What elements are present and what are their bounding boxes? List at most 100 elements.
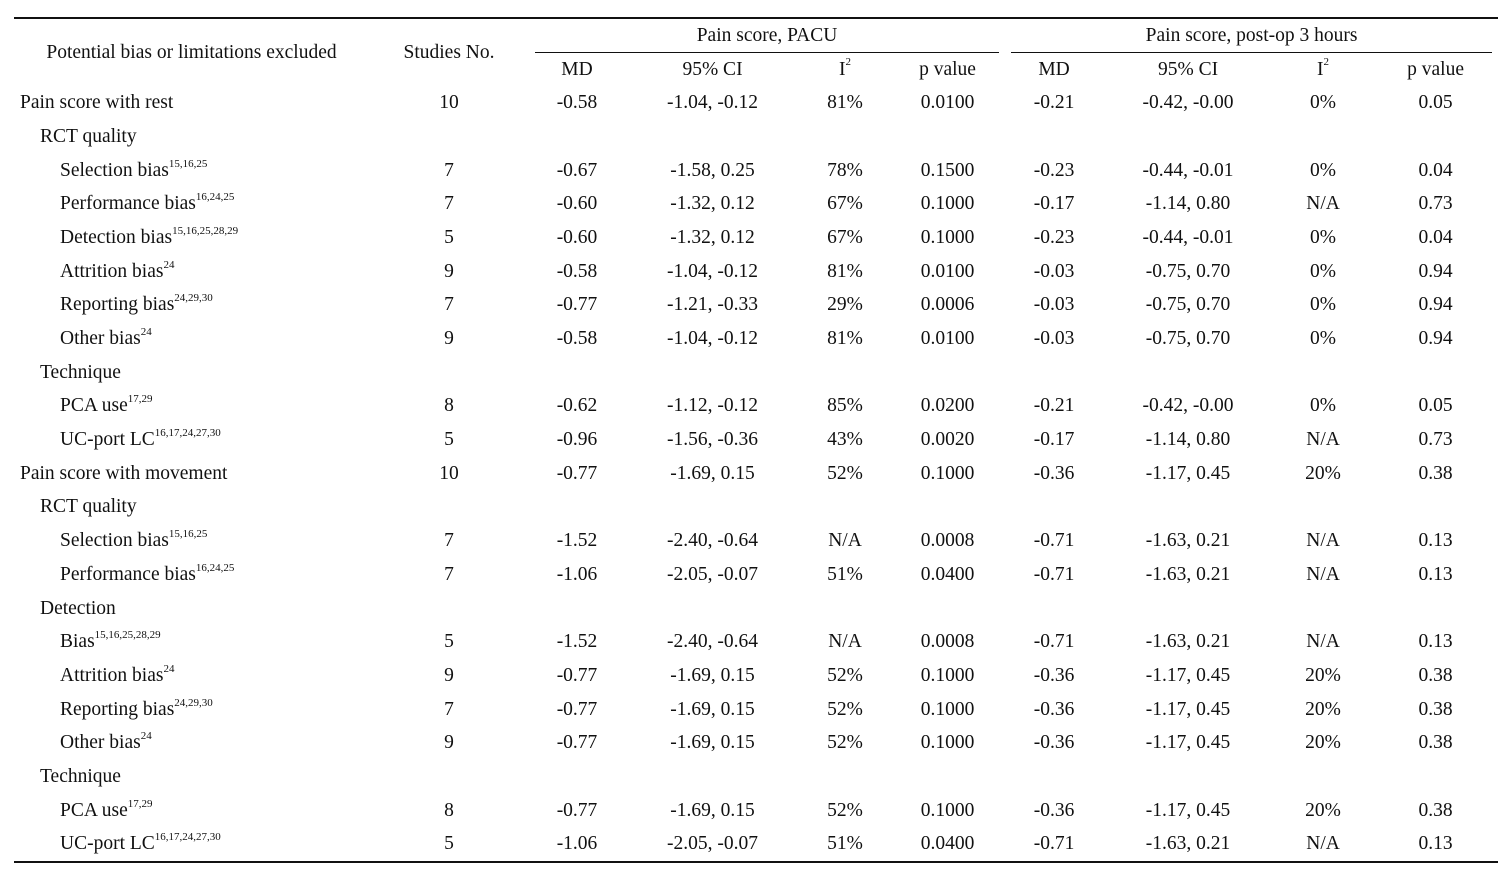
ci-pacu: -1.04, -0.12 bbox=[667, 92, 758, 114]
ci-pacu: -1.58, 0.25 bbox=[670, 159, 755, 181]
table-row: Performance bias16,24,25 7 -0.60 -1.32, 0.1… bbox=[14, 187, 1498, 221]
studies-count bbox=[369, 120, 529, 154]
p-pacu: 0.0100 bbox=[920, 260, 975, 282]
ci-pacu: -2.40, -0.64 bbox=[667, 631, 758, 653]
header-group-3h-rule bbox=[1011, 51, 1493, 53]
i2-pacu: 81% bbox=[827, 260, 863, 282]
md-pacu: -0.77 bbox=[556, 294, 598, 316]
md-pacu: -1.52 bbox=[556, 631, 598, 653]
md-pacu: -1.06 bbox=[529, 827, 625, 864]
row-label-cell: PCA use17,29 bbox=[14, 390, 369, 424]
reference-superscript: 15,16,25,28,29 bbox=[94, 629, 161, 642]
reference-superscript: 24 bbox=[140, 730, 152, 743]
studies-count bbox=[369, 491, 529, 525]
ci-3h: -1.63, 0.21 bbox=[1145, 530, 1231, 552]
md-pacu: -0.58 bbox=[556, 260, 598, 282]
ci-3h bbox=[1103, 760, 1273, 794]
row-label: Pain score with rest bbox=[20, 92, 174, 114]
table-row: Attrition bias24 9 -0.77 -1.69, 0.15 52% 0.10… bbox=[14, 659, 1498, 693]
i2-pacu: 67% bbox=[827, 226, 863, 248]
row-label-cell: UC-port LC16,17,24,27,30 bbox=[14, 423, 369, 457]
reference-superscript: 15,16,25,28,29 bbox=[172, 224, 239, 237]
p-pacu bbox=[890, 592, 1005, 626]
p-3h bbox=[1373, 120, 1498, 154]
header-i2-pacu: I2 bbox=[800, 53, 890, 87]
md-pacu: -0.60 bbox=[556, 193, 598, 215]
md-3h: -0.03 bbox=[1033, 294, 1075, 316]
md-pacu: -0.62 bbox=[556, 395, 598, 417]
studies-count: 7 bbox=[444, 563, 454, 585]
p-pacu: 0.0008 bbox=[920, 631, 975, 653]
md-3h bbox=[1005, 491, 1103, 525]
row-label: UC-port LC bbox=[60, 833, 155, 855]
i2-3h: N/A bbox=[1306, 429, 1340, 451]
row-label-cell: Technique bbox=[14, 356, 369, 390]
p-pacu: 0.0008 bbox=[920, 530, 975, 552]
studies-count bbox=[369, 760, 529, 794]
md-pacu: -1.06 bbox=[556, 563, 598, 585]
p-pacu bbox=[890, 356, 1005, 390]
md-pacu bbox=[529, 120, 625, 154]
i2-pacu: N/A bbox=[828, 530, 862, 552]
i2-pacu: 52% bbox=[827, 799, 863, 821]
row-label: Attrition bias bbox=[60, 260, 164, 282]
header-i2-3h: I2 bbox=[1273, 53, 1373, 87]
reference-superscript: 15,16,25 bbox=[168, 528, 208, 541]
reference-superscript: 24,29,30 bbox=[174, 292, 213, 305]
studies-count bbox=[369, 592, 529, 626]
row-label: Detection bbox=[40, 597, 116, 619]
md-pacu: -0.77 bbox=[556, 698, 598, 720]
p-pacu bbox=[890, 760, 1005, 794]
md-pacu: -0.58 bbox=[556, 328, 598, 350]
md-pacu: -0.60 bbox=[556, 226, 598, 248]
i2-3h: 0% bbox=[1310, 294, 1337, 316]
reference-superscript: 16,17,24,27,30 bbox=[154, 427, 221, 440]
md-pacu: -0.77 bbox=[556, 799, 598, 821]
i2-superscript: 2 bbox=[845, 55, 852, 68]
studies-count: 10 bbox=[439, 92, 459, 114]
table-row: Attrition bias24 9 -0.58 -1.04, -0.12 81% 0.0… bbox=[14, 255, 1498, 289]
header-ci-3h: 95% CI bbox=[1157, 58, 1219, 80]
studies-count: 8 bbox=[444, 395, 454, 417]
ci-3h: -1.17, 0.45 bbox=[1145, 732, 1231, 754]
i2-3h: N/A bbox=[1273, 827, 1374, 864]
studies-count: 9 bbox=[444, 732, 454, 754]
header-group-pacu-label: Pain score, PACU bbox=[696, 24, 838, 46]
ci-3h: -1.17, 0.45 bbox=[1145, 664, 1231, 686]
sensitivity-analysis-table: Potential bias or limitations excluded S… bbox=[14, 16, 1499, 864]
p-pacu: 0.0200 bbox=[920, 395, 975, 417]
i2-pacu: 51% bbox=[800, 827, 890, 864]
md-3h: -0.71 bbox=[1005, 827, 1104, 864]
row-label: RCT quality bbox=[40, 496, 137, 518]
header-ci-pacu: 95% CI bbox=[682, 58, 743, 80]
md-3h: -0.36 bbox=[1033, 664, 1075, 686]
ci-pacu: -1.69, 0.15 bbox=[670, 732, 755, 754]
header-studies: Studies No. bbox=[369, 16, 529, 87]
reference-superscript: 15,16,25 bbox=[168, 157, 208, 170]
p-3h: 0.73 bbox=[1418, 429, 1453, 451]
header-row-groups: Potential bias or limitations excluded S… bbox=[14, 16, 1499, 87]
row-label-cell: UC-port LC16,17,24,27,30 bbox=[14, 827, 369, 864]
header-group-3h: Pain score, post-op 3 hours bbox=[1005, 17, 1499, 53]
reference-superscript: 17,29 bbox=[127, 797, 153, 810]
ci-pacu bbox=[625, 760, 800, 794]
studies-count: 7 bbox=[444, 294, 454, 316]
header-group-3h-label: Pain score, post-op 3 hours bbox=[1145, 24, 1358, 46]
i2-pacu: 51% bbox=[827, 563, 863, 585]
i2-pacu: 81% bbox=[827, 92, 863, 114]
row-label-cell: RCT quality bbox=[14, 491, 369, 525]
p-3h: 0.04 bbox=[1418, 159, 1453, 181]
row-label: Reporting bias bbox=[60, 698, 175, 720]
reference-superscript: 16,24,25 bbox=[195, 191, 235, 204]
ci-3h: -0.75, 0.70 bbox=[1145, 294, 1231, 316]
ci-3h: -1.17, 0.45 bbox=[1145, 799, 1231, 821]
i2-3h: 20% bbox=[1305, 462, 1341, 484]
p-pacu: 0.1000 bbox=[920, 462, 975, 484]
md-3h: -0.23 bbox=[1033, 159, 1075, 181]
row-label-cell: Attrition bias24 bbox=[14, 659, 369, 693]
md-pacu: -0.77 bbox=[556, 462, 598, 484]
ci-3h: -1.63, 0.21 bbox=[1103, 827, 1274, 864]
i2-pacu: 85% bbox=[827, 395, 863, 417]
i2-3h: N/A bbox=[1306, 530, 1340, 552]
table-row: RCT quality bbox=[14, 120, 1498, 154]
